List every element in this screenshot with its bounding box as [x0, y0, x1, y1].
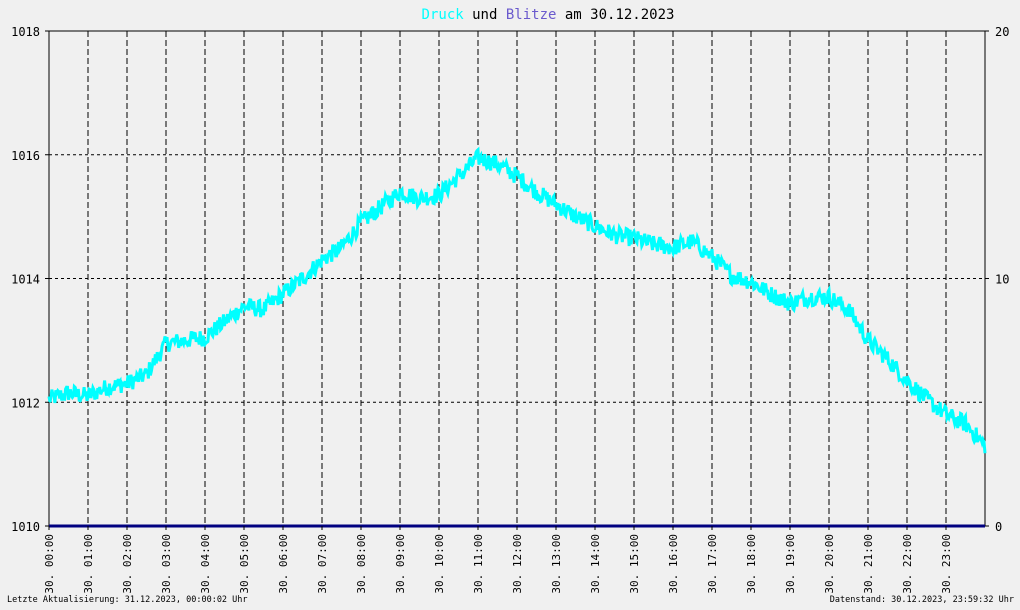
x-tick-label: 30. 18:00 [745, 534, 758, 594]
title-date: am 30.12.2023 [556, 7, 674, 23]
footer-last-update: Letzte Aktualisierung: 31.12.2023, 00:00… [7, 595, 248, 605]
x-tick-label: 30. 12:00 [511, 534, 524, 594]
x-tick-label: 30. 10:00 [433, 534, 446, 594]
y-left-tick-label: 1016 [11, 149, 40, 163]
x-tick-label: 30. 08:00 [355, 534, 368, 594]
x-tick-label: 30. 05:00 [238, 534, 251, 594]
y-left-tick-label: 1012 [11, 396, 40, 410]
x-tick-label: 30. 11:00 [472, 534, 485, 594]
title-blitze: Blitze [506, 7, 557, 23]
y-right-tick-label: 20 [995, 25, 1009, 39]
chart-title: Druck und Blitze am 30.12.2023 [422, 7, 675, 23]
x-tick-label: 30. 17:00 [706, 534, 719, 594]
x-tick-label: 30. 21:00 [862, 534, 875, 594]
x-tick-label: 30. 20:00 [823, 534, 836, 594]
x-tick-label: 30. 16:00 [667, 534, 680, 594]
y-left-tick-label: 1014 [11, 273, 40, 287]
axis-layer: 1010 1012 1014 1016 1018 0 10 20 30. 00:00 30. 01… [11, 25, 1009, 594]
x-tick-label: 30. 00:00 [43, 534, 56, 594]
x-tick-label: 30. 13:00 [550, 534, 563, 594]
y-right-tick-label: 10 [995, 273, 1009, 287]
x-tick-label: 30. 09:00 [394, 534, 407, 594]
title-und: und [464, 7, 506, 23]
x-tick-label: 30. 02:00 [121, 534, 134, 594]
x-tick-label: 30. 06:00 [277, 534, 290, 594]
x-tick-label: 30. 03:00 [160, 534, 173, 594]
grid-layer [48, 30, 986, 527]
y-left-tick-label: 1010 [11, 520, 40, 534]
x-tick-label: 30. 19:00 [784, 534, 797, 594]
series-druck-line [47, 146, 987, 454]
x-tick-label: 30. 23:00 [940, 534, 953, 594]
y-right-tick-label: 0 [995, 520, 1002, 534]
x-tick-label: 30. 07:00 [316, 534, 329, 594]
title-druck: Druck [422, 7, 465, 23]
y-left-tick-label: 1018 [11, 25, 40, 39]
x-tick-label: 30. 01:00 [82, 534, 95, 594]
x-tick-label: 30. 14:00 [589, 534, 602, 594]
x-tick-label: 30. 15:00 [628, 534, 641, 594]
x-tick-label: 30. 04:00 [199, 534, 212, 594]
x-tick-label: 30. 22:00 [901, 534, 914, 594]
footer-data-state: Datenstand: 30.12.2023, 23:59:32 Uhr [830, 595, 1014, 605]
